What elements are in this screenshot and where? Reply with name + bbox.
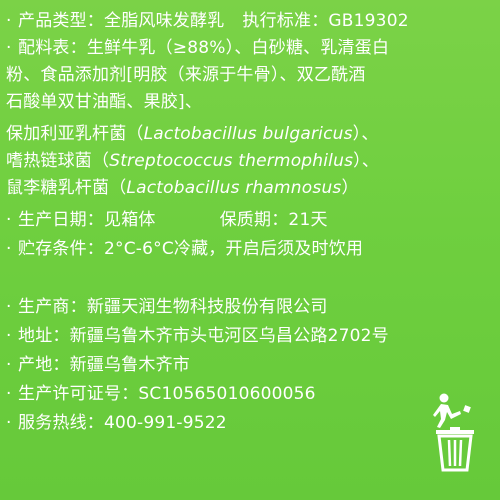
culture-row-1: 保加利亚乳杆菌（Lactobacillus bulgaricus）、 xyxy=(6,123,494,145)
culture-1-prefix: 保加利亚乳杆菌（ xyxy=(6,124,144,144)
culture-1-latin: Lactobacillus bulgaricus xyxy=(143,124,353,144)
product-type-label: 产品类型： xyxy=(18,11,104,31)
license-label: 生产许可证号： xyxy=(18,384,139,404)
storage-label: 贮存条件： xyxy=(18,239,104,259)
culture-3-suffix: ） xyxy=(341,178,359,198)
address-label: 地址： xyxy=(18,326,70,346)
trash-bin-icon xyxy=(433,393,474,472)
culture-1-suffix: ）、 xyxy=(352,124,379,144)
bullet: · xyxy=(6,297,12,317)
standard-label: 执行标准： xyxy=(242,11,329,31)
manufacturer-row: · 生产商：新疆天润生物科技股份有限公司 xyxy=(6,296,494,318)
address-row: · 地址：新疆乌鲁木齐市头屯河区乌昌公路2702号 xyxy=(6,325,494,347)
license-row: · 生产许可证号：SC10565010600056 xyxy=(6,383,494,405)
culture-3-prefix: 鼠李糖乳杆菌（ xyxy=(6,178,127,198)
bullet: · xyxy=(6,355,12,375)
manufacturer-value: 新疆天润生物科技股份有限公司 xyxy=(86,297,328,317)
bullet: · xyxy=(6,384,12,404)
culture-3-latin: Lactobacillus rhamnosus xyxy=(126,178,342,198)
address-value: 新疆乌鲁木齐市头屯河区乌昌公路2702号 xyxy=(69,326,389,346)
ingredients-row-2: 粉、食品添加剂[明胶（来源于牛骨）、双乙酰酒 xyxy=(6,64,494,86)
shelf-life-value: 21天 xyxy=(288,210,328,230)
culture-row-3: 鼠李糖乳杆菌（Lactobacillus rhamnosus） xyxy=(6,177,494,199)
manufacturer-label: 生产商： xyxy=(18,297,87,317)
origin-label: 产地： xyxy=(18,355,70,375)
storage-value: 2°C-6°C冷藏，开启后须及时饮用 xyxy=(104,239,364,259)
bullet: · xyxy=(6,239,12,259)
ingredients-row-1: · 配料表：生鲜牛乳（≥88%）、白砂糖、乳清蛋白 xyxy=(6,37,494,59)
hotline-label: 服务热线： xyxy=(18,413,104,433)
hotline-row: · 服务热线：400-991-9522 xyxy=(6,412,494,434)
hotline-value: 400-991-9522 xyxy=(104,413,227,433)
culture-2-latin: Streptococcus thermophilus xyxy=(109,151,354,171)
bullet: · xyxy=(6,11,12,31)
origin-value: 新疆乌鲁木齐市 xyxy=(69,355,191,375)
license-value: SC10565010600056 xyxy=(138,384,316,404)
ingredients-line-3: 石酸单双甘油酯、果胶]、 xyxy=(6,92,203,112)
ingredients-row-3: 石酸单双甘油酯、果胶]、 xyxy=(6,91,494,113)
standard-value: GB19302 xyxy=(328,11,409,31)
shelf-life-label: 保质期： xyxy=(219,210,289,230)
storage-row: · 贮存条件：2°C-6°C冷藏，开启后须及时饮用 xyxy=(6,238,494,260)
culture-2-prefix: 嗜热链球菌（ xyxy=(6,151,110,171)
origin-row: · 产地：新疆乌鲁木齐市 xyxy=(6,354,494,376)
ingredients-label: 配料表： xyxy=(18,38,87,58)
culture-row-2: 嗜热链球菌（Streptococcus thermophilus）、 xyxy=(6,150,494,172)
bullet: · xyxy=(6,38,12,58)
production-date-label: 生产日期： xyxy=(18,210,104,230)
culture-2-suffix: ）、 xyxy=(353,151,380,171)
production-date-row: · 生产日期：见箱体 保质期：21天 xyxy=(6,209,494,231)
bullet: · xyxy=(6,210,12,230)
production-date-value: 见箱体 xyxy=(104,210,156,230)
bullet: · xyxy=(6,413,12,433)
ingredients-line-2: 粉、食品添加剂[明胶（来源于牛骨）、双乙酰酒 xyxy=(6,65,366,85)
product-type-row: · 产品类型：全脂风味发酵乳 执行标准：GB19302 xyxy=(6,10,494,32)
ingredients-line-1: 生鲜牛乳（≥88%）、白砂糖、乳清蛋白 xyxy=(86,38,390,58)
bullet: · xyxy=(6,326,12,346)
product-type-value: 全脂风味发酵乳 xyxy=(104,11,225,31)
